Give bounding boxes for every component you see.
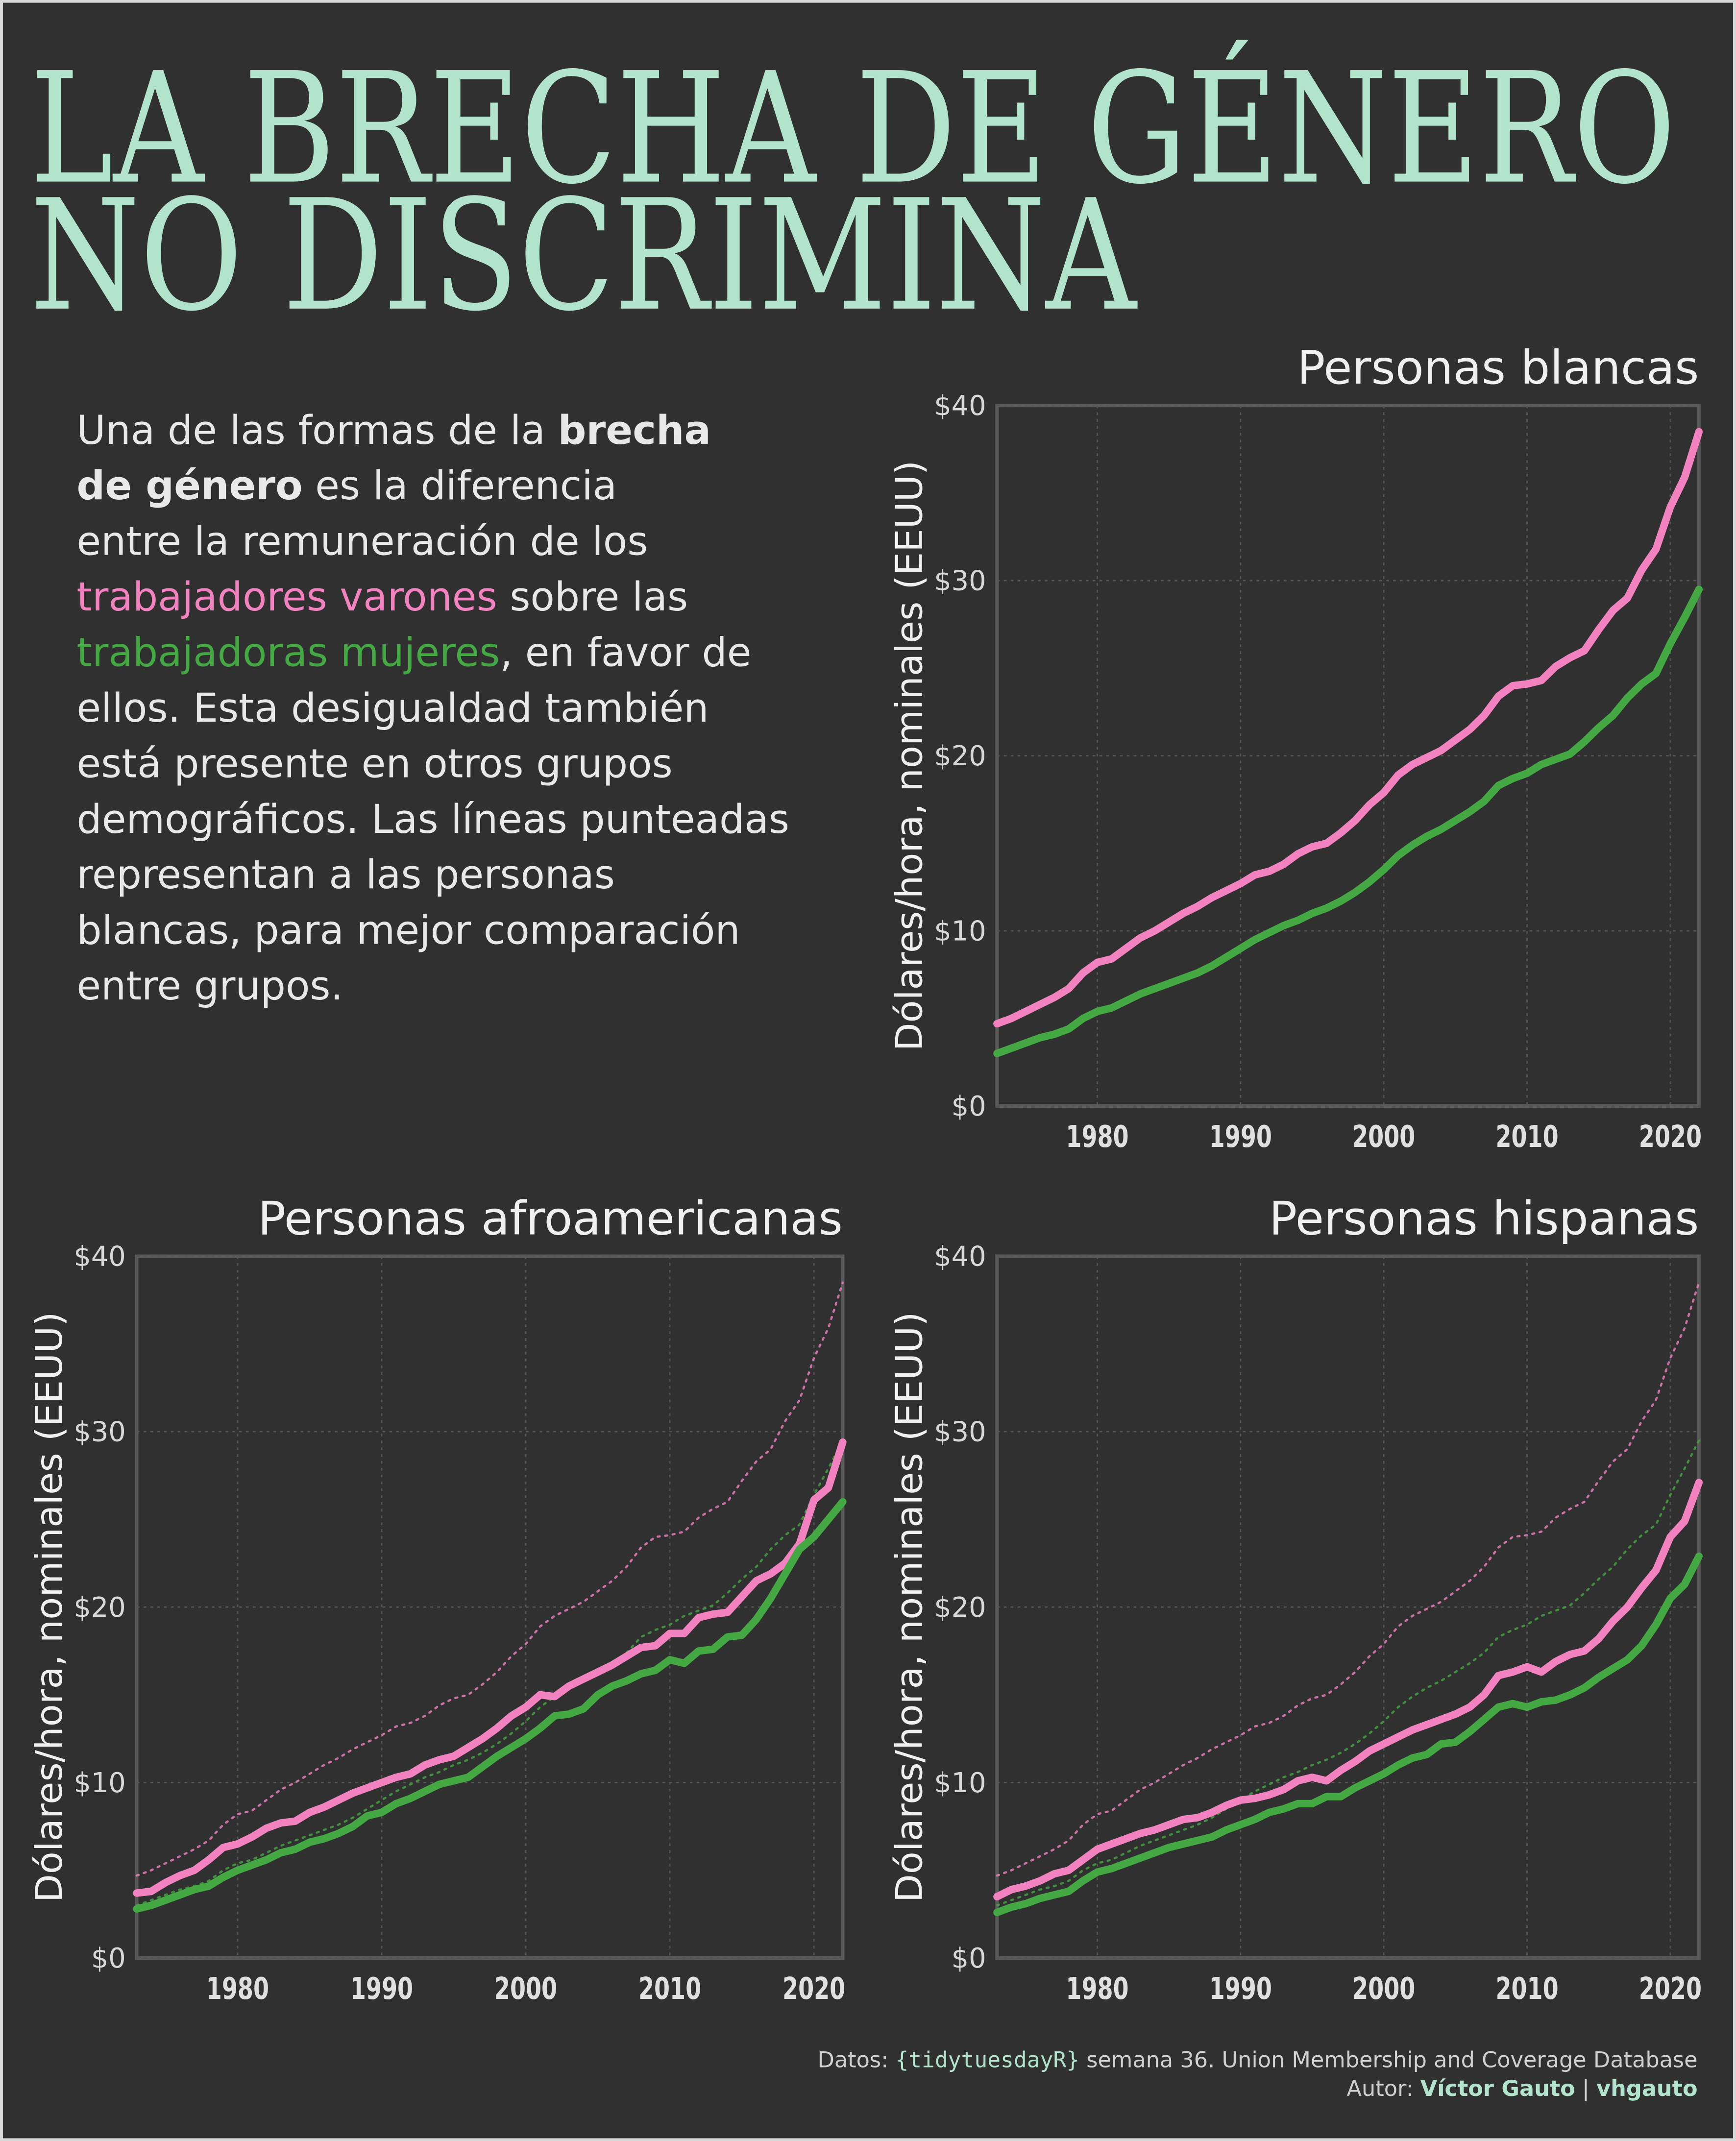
- y-tick-label: $20: [934, 1592, 986, 1624]
- x-tick-label: 2020: [1639, 1971, 1702, 2006]
- caption-line: Autor: Víctor Gauto | vhgauto: [1347, 2076, 1698, 2101]
- reference-line: [996, 1439, 1700, 1907]
- series-line: [993, 1552, 1703, 1917]
- chart-title: Personas blancas: [1297, 341, 1699, 395]
- description-segment: , en favor de: [500, 630, 751, 676]
- description-line: de género es la diferencia: [76, 463, 617, 509]
- description-segment: representan a las personas: [76, 852, 614, 898]
- y-axis-label: Dólares/hora, nominales (EEUU): [888, 461, 931, 1051]
- reference-line: [996, 1281, 1700, 1877]
- x-tick-label: 2000: [1352, 1971, 1415, 2006]
- description-line: está presente en otros grupos: [76, 741, 672, 787]
- description-segment: Una de las formas de la: [76, 408, 558, 454]
- reference-line: [135, 1281, 844, 1877]
- x-tick-label: 1980: [206, 1971, 269, 2006]
- y-axis-label: Dólares/hora, nominales (EEUU): [27, 1312, 71, 1903]
- series-line: [133, 1438, 847, 1897]
- description-segment: demográficos. Las líneas punteadas: [76, 797, 789, 843]
- page-title: NO DISCRIMINA: [30, 167, 1138, 345]
- caption-segment: semana 36. Union Membership and Coverage…: [1079, 2047, 1698, 2073]
- y-tick-label: $40: [934, 390, 986, 422]
- description-line: blancas, para mejor comparación: [76, 908, 740, 954]
- description-segment: blancas, para mejor comparación: [76, 908, 740, 954]
- description-segment: brecha: [558, 408, 711, 454]
- description-segment: de género: [76, 463, 302, 509]
- description-segment: trabajadores varones: [76, 574, 497, 620]
- y-tick-label: $30: [934, 1416, 986, 1448]
- description-segment: sobre las: [497, 574, 688, 620]
- description-segment: entre la remuneración de los: [76, 519, 648, 565]
- x-tick-label: 1990: [350, 1971, 413, 2006]
- description-segment: está presente en otros grupos: [76, 741, 672, 787]
- description-line: entre la remuneración de los: [76, 519, 648, 565]
- series-line: [993, 585, 1703, 1057]
- caption-segment: Autor:: [1347, 2076, 1420, 2101]
- x-tick-label: 2010: [638, 1971, 701, 2006]
- caption-segment: Datos:: [818, 2047, 896, 2073]
- x-tick-label: 2000: [1352, 1119, 1415, 1154]
- x-tick-label: 1980: [1066, 1119, 1128, 1154]
- description-segment: trabajadoras mujeres: [76, 630, 500, 676]
- y-tick-label: $0: [91, 1943, 126, 1974]
- y-tick-label: $10: [934, 1767, 986, 1799]
- description-line: ellos. Esta desigualdad también: [76, 685, 709, 731]
- caption-segment: |: [1575, 2076, 1596, 2101]
- x-tick-label: 2010: [1495, 1119, 1558, 1154]
- description-segment: ellos. Esta desigualdad también: [76, 685, 709, 731]
- caption-line: Datos: {tidytuesdayR} semana 36. Union M…: [818, 2047, 1698, 2073]
- description-line: Una de las formas de la brecha: [76, 408, 711, 454]
- y-tick-label: $0: [952, 1943, 986, 1974]
- chart-title: Personas afroamericanas: [258, 1192, 843, 1245]
- description-segment: es la diferencia: [303, 463, 617, 509]
- y-tick-label: $20: [73, 1592, 125, 1624]
- caption-segment: {tidytuesdayR}: [895, 2047, 1079, 2073]
- series-line: [133, 1498, 847, 1913]
- caption-segment: Víctor Gauto: [1420, 2076, 1575, 2101]
- x-tick-label: 1990: [1209, 1971, 1272, 2006]
- description-segment: entre grupos.: [76, 963, 343, 1009]
- page-title: LA BRECHA DE GÉNERO: [30, 38, 1676, 218]
- y-tick-label: $30: [934, 565, 986, 597]
- x-tick-label: 2020: [782, 1971, 845, 2006]
- x-tick-label: 2020: [1639, 1119, 1702, 1154]
- chart-title: Personas hispanas: [1269, 1192, 1699, 1245]
- x-tick-label: 2010: [1495, 1971, 1558, 2006]
- series-line: [993, 428, 1703, 1028]
- y-tick-label: $10: [934, 916, 986, 948]
- y-tick-label: $0: [952, 1091, 986, 1122]
- description-line: demográficos. Las líneas punteadas: [76, 797, 789, 843]
- y-tick-label: $40: [73, 1241, 125, 1273]
- description-line: trabajadoras mujeres, en favor de: [76, 630, 751, 676]
- x-tick-label: 1980: [1066, 1971, 1128, 2006]
- description-line: representan a las personas: [76, 852, 614, 898]
- series-line: [993, 1479, 1703, 1900]
- y-axis-label: Dólares/hora, nominales (EEUU): [888, 1312, 931, 1903]
- reference-line: [135, 1439, 844, 1907]
- y-tick-label: $40: [934, 1241, 986, 1273]
- y-tick-label: $10: [73, 1767, 125, 1799]
- description-line: trabajadores varones sobre las: [76, 574, 688, 620]
- x-tick-label: 1990: [1209, 1119, 1272, 1154]
- y-tick-label: $20: [934, 740, 986, 772]
- caption-segment: vhgauto: [1596, 2076, 1697, 2101]
- x-tick-label: 2000: [494, 1971, 557, 2006]
- description-line: entre grupos.: [76, 963, 343, 1009]
- y-tick-label: $30: [73, 1416, 125, 1448]
